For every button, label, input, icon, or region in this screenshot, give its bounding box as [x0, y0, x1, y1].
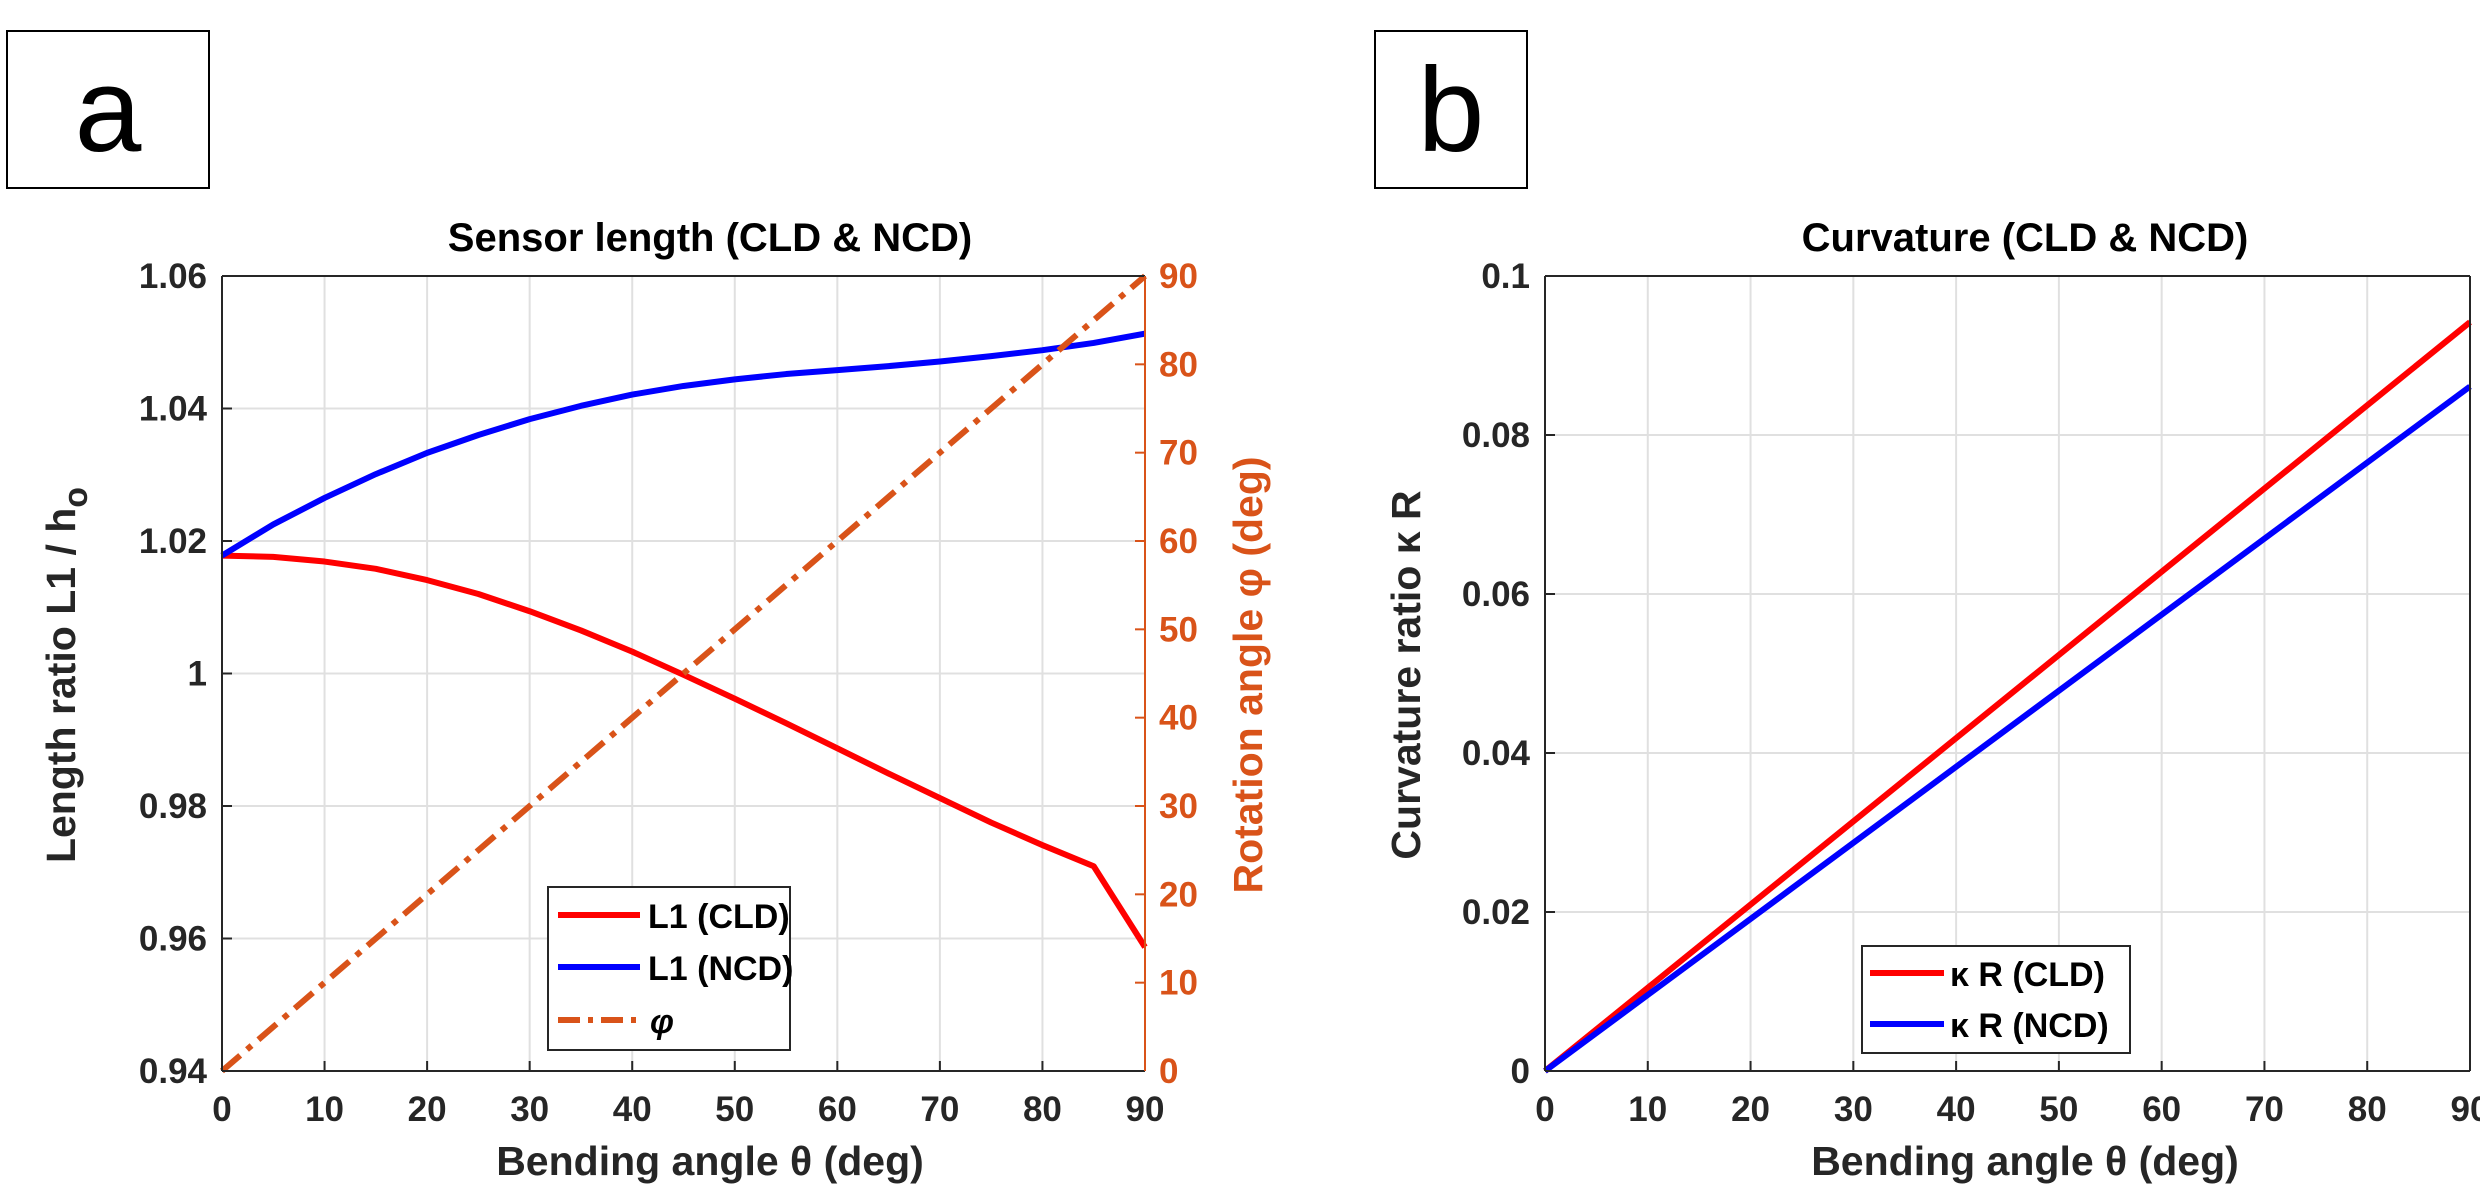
chart-b-title: Curvature (CLD & NCD): [1802, 216, 2249, 260]
y-tick-label: 0.98: [139, 787, 207, 826]
chart-b-series: [1543, 319, 2472, 1074]
y-tick-label: 1.06: [139, 257, 207, 296]
chart-b-grid: [1545, 276, 2470, 1071]
chart-curvature: Curvature (CLD & NCD) Bending angle θ (d…: [1383, 216, 2480, 1184]
y-tick-label: 1.04: [139, 390, 208, 429]
x-tick-label: 90: [2451, 1090, 2480, 1129]
x-tick-label: 30: [1834, 1090, 1873, 1129]
y-right-tick-label: 10: [1159, 964, 1198, 1003]
x-tick-label: 80: [1023, 1090, 1062, 1129]
series-line-l1-cld: [221, 552, 1148, 949]
chart-b-xlabel: Bending angle θ (deg): [1811, 1138, 2239, 1184]
chart-a-y-ticks-right: 0 10 20 30 40 50 60 70 80 90: [1159, 257, 1198, 1091]
y-tick-label: 0.06: [1462, 575, 1530, 614]
y-right-tick-label: 0: [1159, 1052, 1178, 1091]
x-tick-label: 10: [1628, 1090, 1667, 1129]
chart-a-ylabel-left: Length ratio L1 / ho: [38, 487, 95, 863]
legend-label-l1-ncd: L1 (NCD): [648, 950, 793, 988]
x-tick-label: 40: [1937, 1090, 1976, 1129]
chart-sensor-length: Sensor length (CLD & NCD) Bending angle …: [38, 216, 1271, 1184]
y-tick-label: 0.96: [139, 920, 207, 959]
x-tick-label: 20: [408, 1090, 447, 1129]
y-right-tick-label: 80: [1159, 345, 1198, 384]
x-tick-label: 50: [715, 1090, 754, 1129]
chart-a-xlabel: Bending angle θ (deg): [496, 1138, 924, 1184]
chart-b-x-ticks: 0 10 20 30 40 50 60 70 80 90: [1535, 1090, 2480, 1129]
y-tick-label: 0.94: [139, 1052, 208, 1091]
chart-a-axes: [221, 275, 1146, 1072]
series-line-l1-ncd: [220, 330, 1146, 559]
legend-label-kr-cld: κ R (CLD): [1950, 956, 2105, 994]
chart-b-axes: [1544, 275, 2471, 1072]
legend-label-kr-ncd: κ R (NCD): [1950, 1007, 2109, 1045]
x-tick-label: 20: [1731, 1090, 1770, 1129]
y-tick-label: 1: [188, 655, 207, 694]
chart-b-legend: κ R (CLD) κ R (NCD): [1861, 945, 2131, 1054]
x-tick-label: 50: [2039, 1090, 2078, 1129]
chart-a-ylabel-right: Rotation angle φ (deg): [1225, 456, 1271, 893]
chart-a-x-ticks: 0 10 20 30 40 50 60 70 80 90: [212, 1090, 1164, 1129]
x-tick-label: 30: [510, 1090, 549, 1129]
y-tick-label: 0.1: [1481, 257, 1530, 296]
y-right-tick-label: 70: [1159, 434, 1198, 473]
chart-a-series: [220, 273, 1148, 1074]
y-tick-label: 0.02: [1462, 893, 1530, 932]
chart-a-y-ticks-left: 0.94 0.96 0.98 1 1.02 1.04 1.06: [139, 257, 208, 1091]
x-tick-label: 60: [818, 1090, 857, 1129]
chart-a-title: Sensor length (CLD & NCD): [448, 216, 972, 260]
x-tick-label: 0: [1535, 1090, 1554, 1129]
y-right-tick-label: 90: [1159, 257, 1198, 296]
y-right-tick-label: 60: [1159, 522, 1198, 561]
panel-label-a: a: [6, 30, 210, 189]
chart-b-legend-box: [1861, 945, 2131, 1054]
x-tick-label: 10: [305, 1090, 344, 1129]
legend-label-l1-cld: L1 (CLD): [648, 898, 790, 936]
chart-b-y-ticks: 0 0.02 0.04 0.06 0.08 0.1: [1462, 257, 1531, 1091]
x-tick-label: 70: [2245, 1090, 2284, 1129]
x-tick-label: 70: [920, 1090, 959, 1129]
chart-a-ylabel-left-sub: o: [57, 487, 95, 508]
chart-a-legend: L1 (CLD) L1 (NCD) φ: [547, 886, 793, 1051]
y-tick-label: 1.02: [139, 522, 207, 561]
legend-label-phi: φ: [650, 1003, 674, 1041]
series-line-r-ncd: [1543, 384, 2472, 1074]
chart-a-ylabel-left-main: Length ratio L1 / h: [38, 508, 84, 863]
series-line-: [220, 273, 1147, 1074]
x-tick-label: 40: [613, 1090, 652, 1129]
y-right-tick-label: 40: [1159, 699, 1198, 738]
x-tick-label: 80: [2348, 1090, 2387, 1129]
x-tick-label: 90: [1126, 1090, 1165, 1129]
chart-b-ylabel: Curvature ratio κ R: [1383, 490, 1429, 859]
y-tick-label: 0.08: [1462, 416, 1530, 455]
y-tick-label: 0.04: [1462, 734, 1531, 773]
x-tick-label: 60: [2142, 1090, 2181, 1129]
y-tick-label: 0: [1511, 1052, 1530, 1091]
x-tick-label: 0: [212, 1090, 231, 1129]
y-right-tick-label: 50: [1159, 610, 1198, 649]
y-right-tick-label: 30: [1159, 787, 1198, 826]
panel-label-b: b: [1374, 30, 1528, 189]
series-line-r-cld: [1543, 319, 2472, 1074]
y-right-tick-label: 20: [1159, 875, 1198, 914]
